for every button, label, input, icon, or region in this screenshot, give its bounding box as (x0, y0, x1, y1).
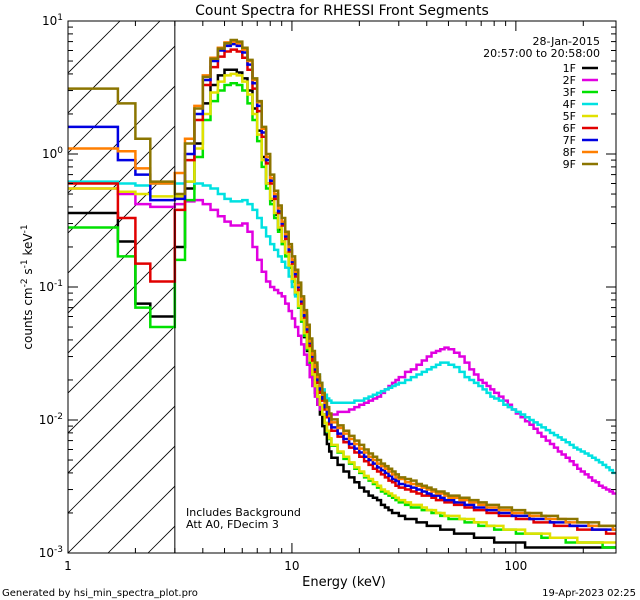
hatch-line (68, 365, 175, 474)
annotation-attenuator: Att A0, FDecim 3 (186, 518, 279, 531)
y-tick-label: 101 (42, 13, 63, 28)
legend-label-7f: 7F (563, 134, 576, 147)
hatch-line (428, 13, 640, 553)
y-label-exp-3: -1 (20, 224, 30, 233)
y-axis-label: counts cm-2 s-1 keV-1 (20, 224, 35, 349)
hatch-line (68, 205, 175, 314)
series-group (68, 38, 616, 549)
hatch-line (68, 45, 175, 154)
series-line-7f (68, 42, 616, 531)
axis-ticks: 1 10 100 10-3 10-2 10-1 100 101 (39, 13, 616, 573)
hatch-line (308, 13, 640, 553)
series-line-5f (68, 72, 616, 544)
hatch-line (68, 245, 175, 354)
y-label-tail: keV (21, 233, 35, 260)
hatch-line (68, 405, 175, 514)
y-tick-label: 10-2 (39, 412, 63, 427)
y-tick-label: 10-3 (39, 545, 63, 560)
series-line-4f (68, 180, 616, 475)
legend-label-9f: 9F (563, 158, 576, 171)
legend-label-6f: 6F (563, 122, 576, 135)
hatch-line (388, 13, 640, 553)
footer-generator: Generated by hsi_min_spectra_plot.pro (2, 588, 198, 599)
x-tick-label: 10 (284, 559, 299, 573)
y-label-exp-1: -2 (20, 278, 30, 287)
legend-label-2f: 2F (563, 74, 576, 87)
hatch-line (228, 13, 640, 553)
hatch-line (68, 445, 175, 553)
hatch-line (68, 21, 161, 114)
date-label: 28-Jan-2015 (533, 35, 601, 48)
y-label-base: counts cm (21, 287, 35, 349)
y-tick-label: 100 (42, 146, 63, 161)
hatch-line (107, 485, 175, 553)
time-range-label: 20:57:00 to 20:58:00 (483, 47, 600, 60)
annotation-background: Includes Background (186, 506, 301, 519)
plot-frame (67, 20, 617, 554)
footer-timestamp: 19-Apr-2023 02:25 (542, 588, 636, 599)
x-tick-label: 1 (64, 559, 72, 573)
y-label-exp-2: -1 (20, 259, 30, 268)
shaded-region (68, 13, 640, 553)
y-label-mid: s (21, 268, 35, 278)
x-axis-label: Energy (keV) (302, 575, 386, 590)
chart-title: Count Spectra for RHESSI Front Segments (195, 3, 489, 19)
hatch-line (68, 85, 175, 194)
legend-label-4f: 4F (563, 98, 576, 111)
y-tick-label: 10-1 (39, 279, 63, 294)
series-line-6f (68, 48, 616, 535)
x-tick-label: 100 (504, 559, 527, 573)
series-line-2f (68, 187, 616, 495)
legend-label-5f: 5F (563, 110, 576, 123)
legend-label-3f: 3F (563, 86, 576, 99)
hatch-line (68, 325, 175, 434)
legend-label-8f: 8F (563, 146, 576, 159)
legend-label-1f: 1F (563, 62, 576, 75)
series-line-9f (68, 38, 616, 528)
series-line-8f (68, 40, 616, 531)
